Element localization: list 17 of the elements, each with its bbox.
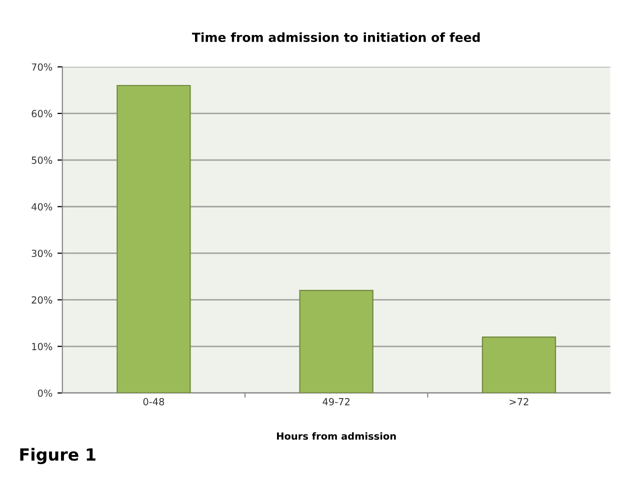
y-tick-label: 10% [32,342,52,350]
x-tick-label: >72 [510,398,528,406]
y-tick-label: 60% [32,110,52,118]
x-tick-label: 0-48 [143,398,164,406]
caption: Figure 1 [20,448,96,464]
x-tick-label: 49-72 [322,398,350,406]
y-tick-label: 40% [32,203,52,210]
y-tick-label: 20% [32,296,52,304]
bar [116,84,191,393]
y-tick-label: 0% [38,389,52,397]
x-axis-title: Hours from admission [277,432,396,440]
bar [299,290,374,393]
bar [482,336,556,393]
y-tick-label: 30% [32,250,52,258]
y-tick-label: 70% [32,63,52,71]
y-tick-label: 50% [32,156,52,164]
chart-title: Time from admission to initiation of feed [192,32,480,42]
